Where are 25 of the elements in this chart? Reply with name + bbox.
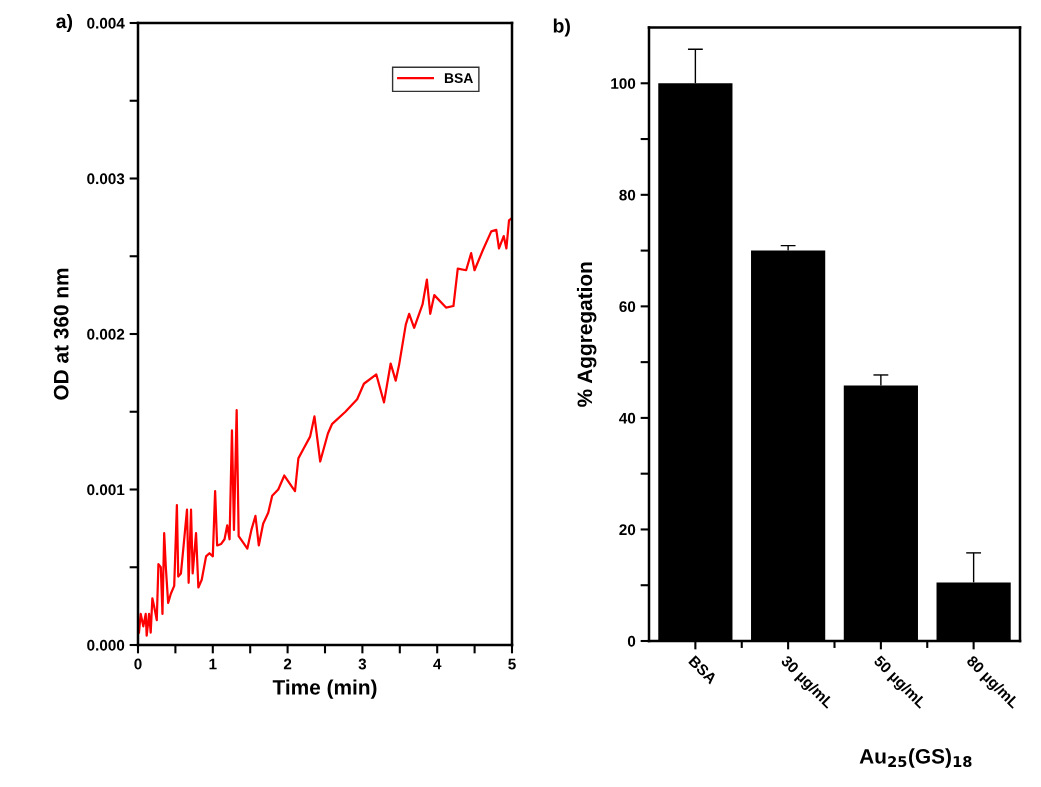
- x-tick-label: 3: [358, 658, 367, 670]
- y-tick-label: 0.002: [87, 328, 125, 340]
- x-tick-label: 0: [134, 658, 142, 670]
- y-tick-label: 80: [619, 189, 636, 201]
- x-tick-label: 4: [433, 658, 442, 670]
- line-series: [138, 217, 512, 637]
- y-tick-label: 40: [619, 412, 636, 424]
- y-axis-title: % Aggregation: [576, 262, 597, 407]
- y-tick-label: 0: [627, 635, 636, 647]
- x-tick-label: 2: [283, 658, 292, 670]
- legend-label: BSA: [444, 73, 473, 84]
- chart-title: a): [56, 13, 73, 33]
- y-tick-label: 100: [611, 78, 636, 89]
- x-axis-title: Au$_{25}$(GS)$_{18}$: [859, 748, 972, 768]
- y-tick-label: 0.001: [87, 484, 125, 496]
- y-tick-label: 0.003: [87, 173, 125, 185]
- x-axis-title: Time (min): [272, 679, 377, 699]
- y-tick-label: 20: [619, 524, 636, 536]
- y-tick-label: 60: [619, 301, 636, 313]
- x-tick-label: 5: [508, 658, 516, 670]
- y-tick-label: 0.000: [87, 639, 125, 651]
- chart-title: b): [553, 18, 570, 37]
- x-tick-label: 1: [209, 658, 217, 670]
- y-tick-label: 0.004: [87, 17, 125, 29]
- y-axis-title: OD at 360 nm: [53, 268, 69, 400]
